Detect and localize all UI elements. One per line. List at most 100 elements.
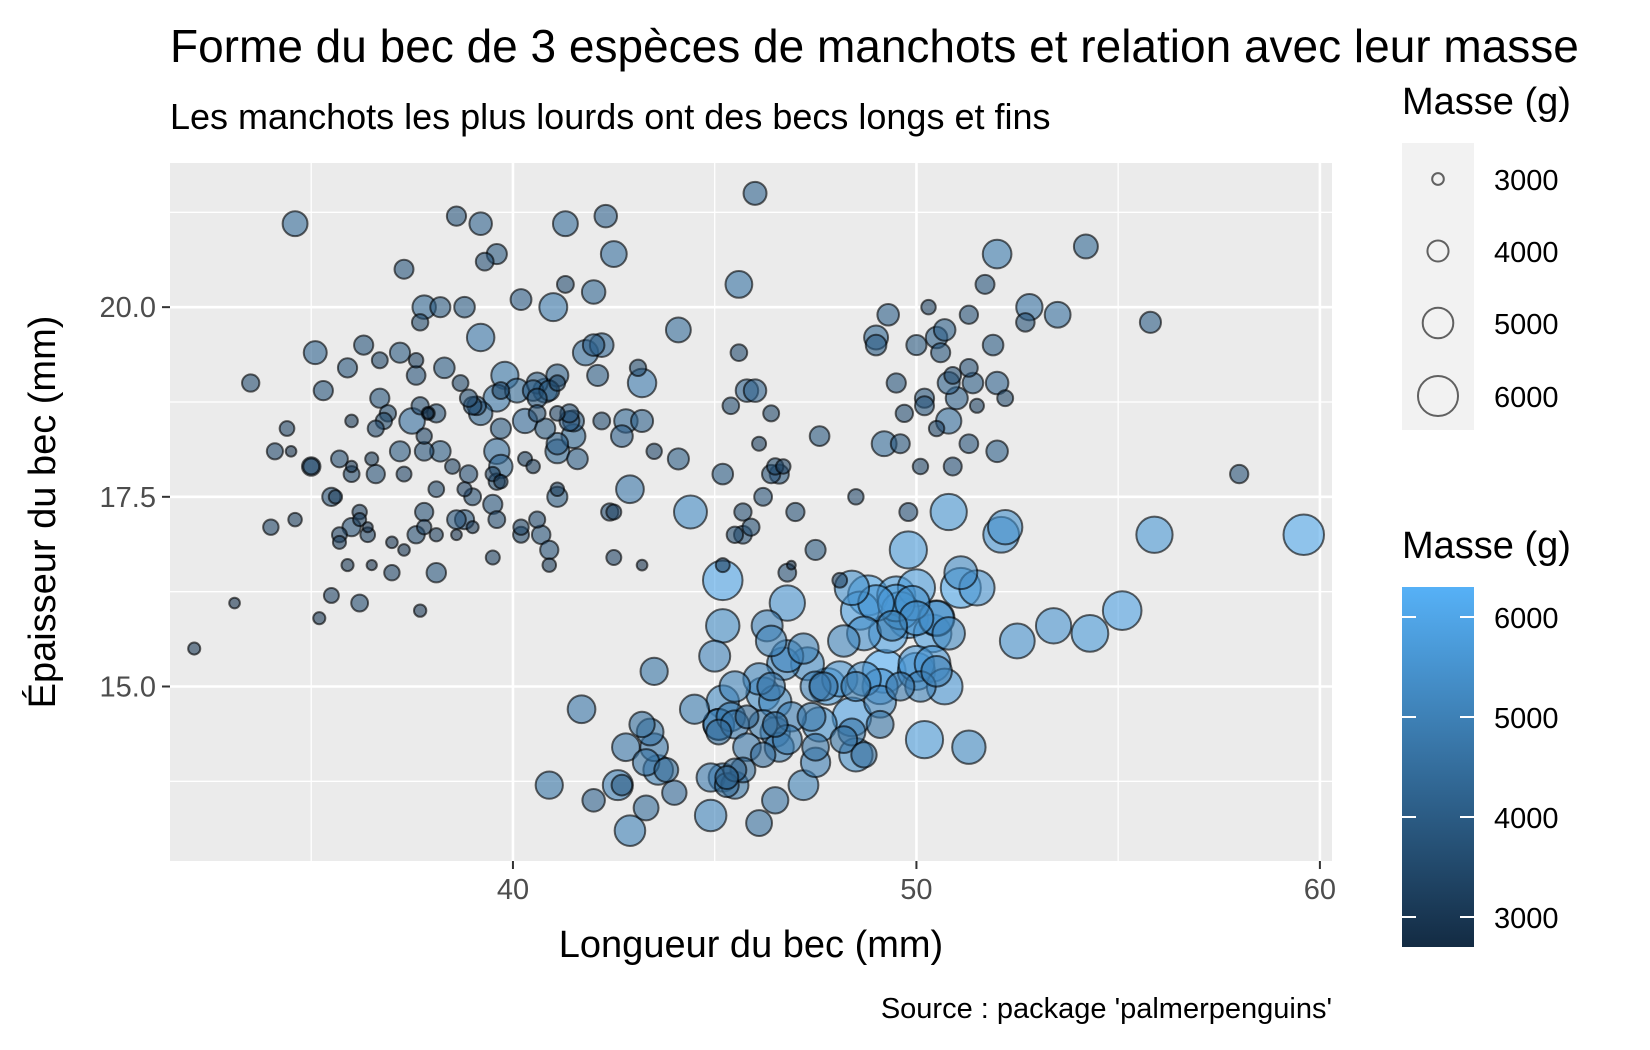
data-point [958, 433, 980, 455]
data-point [429, 296, 452, 319]
data-point [733, 502, 753, 522]
data-point [721, 396, 741, 416]
data-point [528, 510, 547, 529]
data-point [545, 431, 570, 456]
data-point [278, 420, 296, 437]
data-point [365, 463, 386, 485]
data-point [718, 670, 752, 703]
data-point [352, 512, 368, 528]
data-point [831, 571, 849, 589]
chart-title: Forme du bec de 3 espèces de manchots et… [170, 20, 1579, 72]
data-point [566, 694, 597, 725]
data-point [639, 656, 669, 686]
data-point [998, 622, 1036, 660]
data-point [885, 372, 907, 394]
data-point [450, 528, 463, 542]
data-point [645, 442, 663, 461]
data-point [749, 741, 777, 769]
data-point [468, 211, 493, 236]
data-point [344, 413, 359, 429]
data-point [599, 240, 628, 268]
data-point [350, 593, 370, 613]
data-point [1229, 463, 1250, 485]
data-point [388, 341, 412, 364]
data-point [762, 404, 781, 423]
data-point [628, 710, 656, 739]
data-point [808, 425, 831, 447]
data-point [353, 334, 375, 356]
data-point [864, 333, 888, 357]
data-point [433, 356, 456, 380]
data-point [340, 558, 355, 573]
data-point [827, 624, 861, 658]
data-point [262, 518, 280, 536]
data-point [383, 563, 401, 582]
data-point [876, 302, 900, 327]
data-point [981, 333, 1005, 357]
data-point [785, 559, 797, 571]
data-point [312, 379, 334, 402]
data-point [410, 313, 430, 332]
data-point [415, 518, 433, 536]
data-point [421, 406, 435, 420]
size-legend-title: Masse (g) [1402, 81, 1571, 123]
data-point [705, 718, 733, 746]
data-point [693, 798, 728, 833]
data-point [943, 366, 963, 385]
data-point [534, 417, 557, 440]
data-point [905, 334, 928, 357]
data-point [458, 464, 479, 484]
data-point [287, 511, 303, 528]
data-point [327, 489, 344, 505]
size-legend-key [1431, 172, 1445, 186]
data-point [894, 403, 914, 424]
data-point [741, 517, 761, 537]
data-point [405, 365, 427, 386]
data-point [974, 273, 996, 295]
data-point [393, 258, 415, 280]
x-tick-label: 60 [1304, 874, 1336, 906]
data-point [911, 457, 930, 476]
size-legend-key [1426, 239, 1450, 263]
data-point [458, 388, 479, 408]
data-point [388, 440, 412, 463]
data-point [904, 720, 945, 760]
data-point [888, 530, 928, 570]
data-point [414, 501, 435, 523]
color-legend-label: 5000 [1494, 703, 1559, 735]
data-point [984, 370, 1010, 396]
chart-caption: Source : package 'palmerpenguins' [881, 993, 1332, 1025]
data-point [889, 433, 911, 455]
data-point [361, 521, 374, 534]
data-point [609, 424, 634, 449]
color-legend: Masse (g) 3000 4000 5000 6000 [1402, 525, 1571, 947]
data-point [1138, 310, 1162, 334]
data-point [787, 632, 820, 665]
data-point [302, 340, 328, 366]
color-legend-label: 6000 [1494, 603, 1559, 635]
data-point [613, 814, 647, 847]
data-point [768, 584, 806, 622]
data-point [942, 456, 963, 477]
data-point [365, 558, 378, 572]
data-point [745, 809, 773, 837]
data-points [187, 180, 1326, 847]
data-point [1015, 312, 1036, 333]
data-point [932, 318, 957, 342]
data-point [840, 670, 872, 703]
data-point [885, 671, 916, 702]
axes: 40 50 60 15.0 17.5 20.0 [100, 292, 1336, 906]
y-axis-title: Épaisseur du bec (mm) [21, 316, 64, 709]
data-point [281, 210, 309, 238]
data-point [487, 510, 507, 530]
data-point [593, 203, 619, 229]
data-point [187, 641, 202, 656]
data-point [336, 357, 359, 379]
data-point [753, 486, 774, 507]
data-point [551, 210, 579, 238]
data-point [509, 288, 533, 312]
data-point [914, 395, 935, 417]
data-point [312, 611, 327, 626]
data-point [344, 459, 359, 474]
data-point [484, 549, 501, 566]
